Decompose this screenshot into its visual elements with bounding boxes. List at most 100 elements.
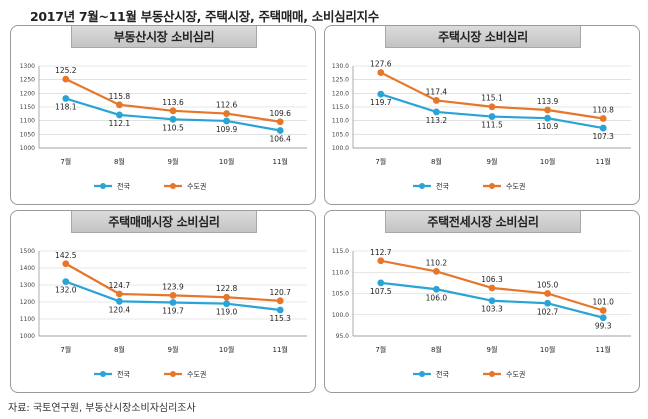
data-label: 99.3: [595, 322, 612, 331]
chart-svg: 95.0 100.0 105.0 110.0 115.0 7월 8월 9월 10월 11월 107.…: [332, 248, 631, 379]
data-label: 113.9: [537, 97, 559, 106]
y-tick-label: 1150: [20, 104, 35, 111]
legend-label: 전국: [117, 182, 130, 191]
data-point: [599, 115, 607, 122]
y-tick-label: 1100: [20, 118, 35, 125]
y-tick-label: 1200: [20, 299, 35, 306]
data-label: 142.5: [55, 251, 77, 260]
data-point: [169, 115, 177, 123]
y-tick-label: 100.0: [332, 145, 349, 152]
data-point: [544, 114, 551, 122]
data-point: [276, 127, 284, 134]
data-point: [276, 297, 284, 305]
data-label: 112.6: [216, 101, 238, 110]
data-label: 113.2: [426, 116, 448, 125]
x-tick-label: 8월: [114, 345, 125, 354]
data-label: 105.0: [537, 281, 559, 290]
y-tick-label: 115.0: [332, 248, 349, 255]
y-tick-label: 125.0: [332, 77, 349, 84]
data-label: 119.7: [370, 98, 392, 107]
data-point: [377, 90, 385, 98]
data-point: [433, 285, 440, 293]
data-point: [223, 110, 231, 117]
data-label: 109.6: [269, 109, 291, 118]
chart-title: 주택매매시장 소비심리: [71, 211, 257, 233]
data-label: 115.8: [109, 92, 131, 101]
data-point: [116, 290, 123, 298]
legend-marker: [419, 183, 425, 189]
x-tick-label: 11월: [596, 157, 611, 166]
chart-title: 부동산시장 소비심리: [71, 26, 257, 48]
data-point: [433, 97, 440, 104]
data-point: [488, 284, 496, 292]
y-tick-label: 1000: [20, 333, 35, 340]
data-point: [62, 278, 70, 285]
data-label: 115.1: [481, 94, 503, 103]
data-label: 120.7: [269, 288, 291, 297]
chart-title: 주택시장 소비심리: [385, 26, 581, 48]
data-point: [62, 95, 70, 102]
data-label: 118.1: [55, 103, 77, 112]
data-label: 107.3: [592, 132, 614, 141]
y-tick-label: 120.0: [332, 90, 349, 97]
chart-svg: 1000 1100 1200 1300 1400 1500 7월 8월 9월 10월 11월 132.…: [20, 248, 307, 379]
data-label: 127.6: [370, 60, 392, 69]
data-point: [488, 113, 496, 120]
data-point: [116, 111, 123, 119]
y-tick-label: 105.0: [332, 131, 349, 138]
data-point: [488, 297, 496, 305]
data-label: 117.4: [426, 87, 448, 96]
x-tick-label: 10월: [219, 345, 234, 354]
data-label: 106.3: [481, 275, 503, 284]
page-title: 2017년 7월~11월 부동산시장, 주택시장, 주택매매, 소비심리지수: [30, 9, 379, 24]
chart-panel-housing-lease: 주택전세시장 소비심리 95.0 100.0 105.0 110.0 115.0 7월 8월…: [324, 210, 640, 393]
data-point: [62, 260, 70, 268]
data-label: 119.7: [162, 307, 184, 316]
data-label: 110.9: [537, 122, 559, 131]
data-label: 103.3: [481, 305, 503, 314]
x-tick-label: 11월: [273, 345, 288, 354]
data-label: 125.2: [55, 66, 77, 75]
y-tick-label: 1200: [20, 90, 35, 97]
data-label: 102.7: [537, 307, 559, 316]
x-tick-label: 7월: [375, 345, 386, 354]
y-tick-label: 1000: [20, 145, 35, 152]
x-tick-label: 8월: [431, 157, 442, 166]
data-point: [433, 108, 440, 116]
data-point: [377, 257, 385, 265]
data-label: 101.0: [592, 298, 614, 307]
x-tick-label: 7월: [375, 157, 386, 166]
data-label: 124.7: [109, 281, 131, 290]
legend-marker: [170, 371, 176, 377]
x-tick-label: 9월: [487, 345, 498, 354]
data-label: 122.8: [216, 284, 238, 293]
data-label: 123.9: [162, 282, 184, 291]
data-label: 113.6: [162, 98, 184, 107]
chart-panel-housing-sales: 주택매매시장 소비심리 1000 1100 1200 1300 1400 1500 7월 8월…: [10, 210, 316, 393]
data-label: 112.1: [109, 119, 131, 128]
chart-title: 주택전세시장 소비심리: [385, 211, 581, 233]
data-point: [599, 124, 607, 132]
y-tick-label: 100.0: [332, 312, 349, 319]
chart-panel-housing: 주택시장 소비심리 100.0 105.0 110.0 115.0 120.0 125.0…: [324, 25, 640, 205]
data-point: [377, 279, 385, 287]
x-tick-label: 10월: [540, 345, 555, 354]
data-point: [169, 299, 177, 306]
data-point: [599, 307, 607, 314]
legend-label: 전국: [117, 370, 130, 379]
data-point: [116, 101, 123, 109]
data-point: [276, 118, 284, 126]
data-point: [169, 291, 177, 299]
legend-marker: [489, 371, 495, 377]
data-point: [116, 297, 123, 305]
legend-marker: [489, 183, 495, 189]
x-tick-label: 11월: [596, 345, 611, 354]
data-point: [169, 107, 177, 115]
data-label: 106.4: [269, 135, 291, 144]
y-tick-label: 115.0: [332, 104, 349, 111]
data-point: [62, 75, 70, 83]
data-point: [223, 117, 231, 125]
data-point: [377, 69, 385, 76]
data-label: 112.7: [370, 248, 392, 257]
y-tick-label: 110.0: [332, 118, 349, 125]
